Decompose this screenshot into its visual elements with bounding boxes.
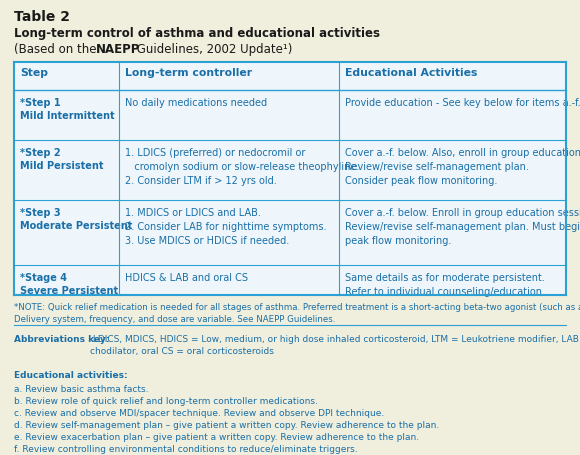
Text: Severe Persistent: Severe Persistent xyxy=(20,286,118,296)
Text: No daily medications needed: No daily medications needed xyxy=(125,98,267,108)
Text: Cover a.-f. below. Enroll in group education sessions.
Review/revise self-manage: Cover a.-f. below. Enroll in group educa… xyxy=(345,208,580,246)
Text: NAEPP: NAEPP xyxy=(96,43,140,56)
Text: *Stage 4: *Stage 4 xyxy=(20,273,67,283)
Text: Same details as for moderate persistent.
Refer to individual counseling/educatio: Same details as for moderate persistent.… xyxy=(345,273,545,297)
Text: c. Review and observe MDI/spacer technique. Review and observe DPI technique.: c. Review and observe MDI/spacer techniq… xyxy=(14,409,384,418)
Text: 1. MDICS or LDICS and LAB.
2. Consider LAB for nighttime symptoms.
3. Use MDICS : 1. MDICS or LDICS and LAB. 2. Consider L… xyxy=(125,208,327,246)
Text: Mild Intermittent: Mild Intermittent xyxy=(20,111,115,121)
Text: (Based on the: (Based on the xyxy=(14,43,100,56)
Text: a. Review basic asthma facts.: a. Review basic asthma facts. xyxy=(14,385,148,394)
Text: b. Review role of quick relief and long-term controller medications.: b. Review role of quick relief and long-… xyxy=(14,397,318,406)
Text: *Step 3: *Step 3 xyxy=(20,208,61,218)
Text: f. Review controlling environmental conditions to reduce/eliminate triggers.: f. Review controlling environmental cond… xyxy=(14,445,358,454)
Text: Guidelines, 2002 Update¹): Guidelines, 2002 Update¹) xyxy=(133,43,292,56)
Text: Abbreviations key:: Abbreviations key: xyxy=(14,335,110,344)
Text: Educational Activities: Educational Activities xyxy=(345,68,477,78)
Text: e. Review exacerbation plan – give patient a written copy. Review adherence to t: e. Review exacerbation plan – give patie… xyxy=(14,433,419,442)
Text: Moderate Persistent: Moderate Persistent xyxy=(20,221,132,231)
Text: Provide education - See key below for items a.-f.: Provide education - See key below for it… xyxy=(345,98,580,108)
Text: Cover a.-f. below. Also, enroll in group education sessions.
Review/revise self-: Cover a.-f. below. Also, enroll in group… xyxy=(345,148,580,186)
Text: d. Review self-management plan – give patient a written copy. Review adherence t: d. Review self-management plan – give pa… xyxy=(14,421,439,430)
Text: *NOTE: Quick relief medication is needed for all stages of asthma. Preferred tre: *NOTE: Quick relief medication is needed… xyxy=(14,303,580,324)
Text: Long-term control of asthma and educational activities: Long-term control of asthma and educatio… xyxy=(14,27,380,40)
Bar xyxy=(14,62,566,295)
Text: *Step 2: *Step 2 xyxy=(20,148,61,158)
Text: Mild Persistent: Mild Persistent xyxy=(20,161,103,171)
Text: HDICS & LAB and oral CS: HDICS & LAB and oral CS xyxy=(125,273,248,283)
Text: *Step 1: *Step 1 xyxy=(20,98,61,108)
Text: Table 2: Table 2 xyxy=(14,10,70,24)
Text: Long-term controller: Long-term controller xyxy=(125,68,252,78)
Text: LDICS, MDICS, HDICS = Low, medium, or high dose inhaled corticosteroid, LTM = Le: LDICS, MDICS, HDICS = Low, medium, or hi… xyxy=(90,335,580,356)
Text: 1. LDICS (preferred) or nedocromil or
   cromolyn sodium or slow-release theophy: 1. LDICS (preferred) or nedocromil or cr… xyxy=(125,148,360,186)
Text: Step: Step xyxy=(20,68,48,78)
Text: Educational activities:: Educational activities: xyxy=(14,371,128,380)
